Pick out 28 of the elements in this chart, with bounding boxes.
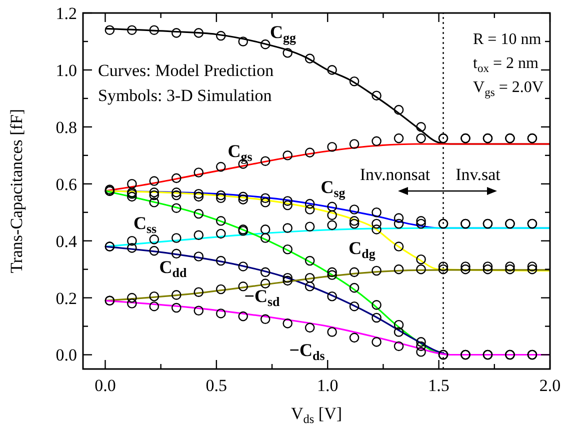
y-tick-label: 0.4 [56, 232, 78, 251]
y-tick-label: 1.0 [56, 60, 77, 80]
series-label: C$_{dd}$ [159, 257, 188, 280]
x-tick-label: 0.0 [94, 376, 116, 395]
series-label: C$_{sg}$ [320, 177, 346, 200]
y-axis-title: Trans-Capacitances [fF] [7, 108, 26, 274]
x-tick-label: 1.0 [316, 376, 338, 395]
series-label: C$_{ss}$ [133, 213, 157, 236]
annotation: Curves: Model Prediction [98, 61, 274, 80]
legend-label: C$_{gg}$ [270, 22, 296, 45]
series-label: −C$_{ds}$ [289, 340, 325, 363]
x-tick-label: 2.0 [539, 376, 561, 395]
y-tick-label: 0.0 [56, 346, 77, 365]
annotation: R = 10 nm [473, 31, 542, 48]
annotation: Inv.nonsat [360, 165, 430, 184]
series-label: −C$_{sd}$ [244, 286, 281, 309]
x-tick-label: 1.5 [428, 376, 450, 395]
annotation: t$_{ox}$ = 2 nm [473, 55, 539, 75]
y-tick-label: 0.6 [56, 174, 77, 194]
x-tick-label: 0.5 [206, 376, 228, 395]
x-axis-title: V$_{ds}$ [V] [290, 404, 342, 426]
y-tick-label: 0.8 [56, 118, 77, 137]
y-tick-label: 0.2 [56, 288, 77, 308]
annotation: Inv.sat [456, 165, 501, 184]
annotation: Symbols: 3-D Simulation [98, 86, 272, 105]
series-label: C$_{dg}$ [348, 238, 376, 261]
y-tick-label: 1.2 [56, 4, 77, 23]
annotation: V$_{gs}$ = 2.0V [473, 79, 544, 99]
